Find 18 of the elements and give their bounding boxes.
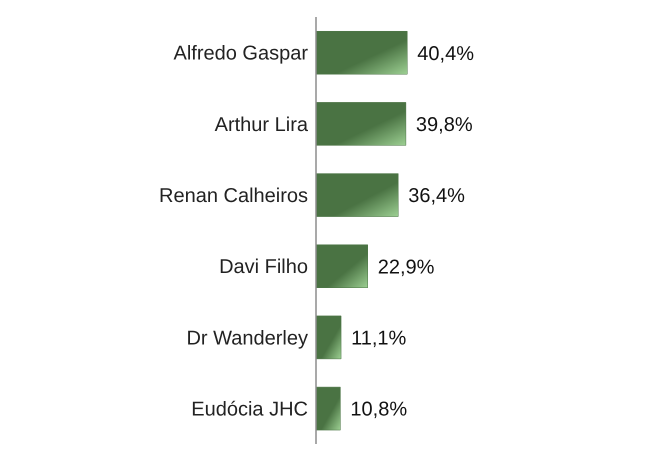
bar <box>316 30 408 74</box>
bar <box>316 102 406 146</box>
y-tick-label: Davi Filho <box>219 256 308 278</box>
y-tick-label: Renan Calheiros <box>159 185 308 208</box>
bar <box>316 316 342 360</box>
y-tick-label: Arthur Lira <box>214 114 309 136</box>
y-tick-label: Alfredo Gaspar <box>173 42 308 65</box>
bar <box>316 173 398 217</box>
data-label: 39,8% <box>416 114 473 136</box>
data-label: 36,4% <box>408 185 466 208</box>
data-label: 22,9% <box>378 256 435 278</box>
data-label: 10,8% <box>350 398 408 421</box>
data-label: 40,4% <box>417 42 474 65</box>
data-label: 11,1% <box>351 328 407 350</box>
bar <box>316 386 341 430</box>
bar <box>316 244 368 288</box>
y-tick-label: Eudócia JHC <box>191 398 308 421</box>
y-tick-label: Dr Wanderley <box>186 327 308 350</box>
